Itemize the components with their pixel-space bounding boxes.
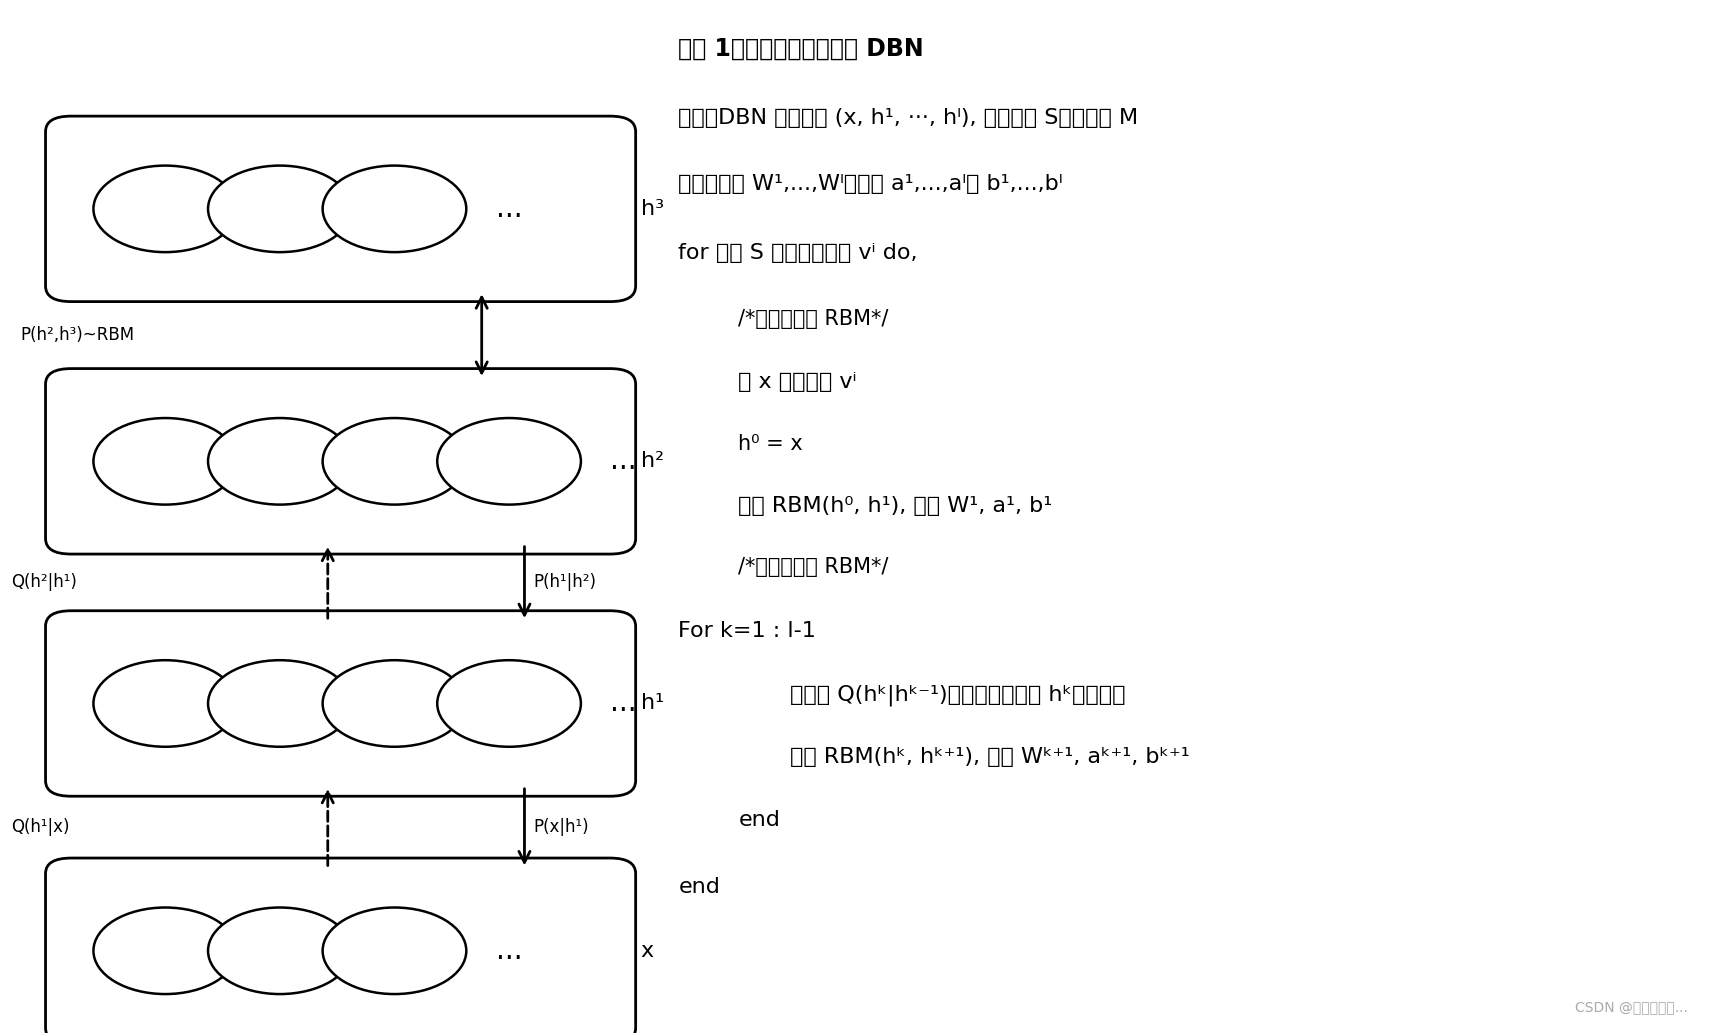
Text: For k=1 : l-1: For k=1 : l-1 xyxy=(678,622,817,641)
FancyBboxPatch shape xyxy=(46,369,635,554)
Text: h⁰ = x: h⁰ = x xyxy=(738,434,803,454)
Text: end: end xyxy=(678,876,721,897)
Text: ...: ... xyxy=(611,448,637,476)
Text: P(h¹|h²): P(h¹|h²) xyxy=(534,573,595,592)
Circle shape xyxy=(323,908,467,995)
Text: P(x|h¹): P(x|h¹) xyxy=(534,818,589,836)
Text: h²: h² xyxy=(640,452,664,471)
Circle shape xyxy=(438,419,582,505)
Text: 输出：权重 W¹,...,Wˡ，偏置 a¹,...,aˡ和 b¹,...,bˡ: 输出：权重 W¹,...,Wˡ，偏置 a¹,...,aˡ和 b¹,...,bˡ xyxy=(678,174,1062,194)
Text: end: end xyxy=(738,810,781,830)
Text: 调用 RBM(hᵏ, hᵏ⁺¹), 得到 Wᵏ⁺¹, aᵏ⁺¹, bᵏ⁺¹: 调用 RBM(hᵏ, hᵏ⁺¹), 得到 Wᵏ⁺¹, aᵏ⁺¹, bᵏ⁺¹ xyxy=(789,747,1189,767)
Circle shape xyxy=(208,419,352,505)
FancyBboxPatch shape xyxy=(46,116,635,301)
Text: h¹: h¹ xyxy=(640,693,664,714)
Circle shape xyxy=(93,166,237,252)
Text: 将 x 初始化为 vⁱ: 将 x 初始化为 vⁱ xyxy=(738,372,856,392)
FancyBboxPatch shape xyxy=(46,611,635,797)
Text: 输入：DBN 网络结构 (x, h¹, ···, hˡ), 训练样本 S，大小为 M: 输入：DBN 网络结构 (x, h¹, ···, hˡ), 训练样本 S，大小为… xyxy=(678,108,1138,128)
Text: 算法 1：完全非监督预训练 DBN: 算法 1：完全非监督预训练 DBN xyxy=(678,37,923,61)
Text: Q(h¹|x): Q(h¹|x) xyxy=(12,818,70,836)
Circle shape xyxy=(93,419,237,505)
Text: CSDN @努力学习中...: CSDN @努力学习中... xyxy=(1575,1001,1687,1014)
Circle shape xyxy=(93,908,237,995)
Circle shape xyxy=(323,166,467,252)
Text: /*训练第一个 RBM*/: /*训练第一个 RBM*/ xyxy=(738,309,889,329)
Circle shape xyxy=(208,660,352,747)
Text: ...: ... xyxy=(496,937,522,965)
Text: h³: h³ xyxy=(640,199,664,219)
Text: for 所有 S 中的训练样本 vⁱ do,: for 所有 S 中的训练样本 vⁱ do, xyxy=(678,243,918,263)
Circle shape xyxy=(208,908,352,995)
Text: 调用 RBM(h⁰, h¹), 得到 W¹, a¹, b¹: 调用 RBM(h⁰, h¹), 得到 W¹, a¹, b¹ xyxy=(738,495,1052,516)
Circle shape xyxy=(323,660,467,747)
Text: ...: ... xyxy=(611,690,637,718)
FancyBboxPatch shape xyxy=(46,858,635,1036)
Text: 将符合 Q(hᵏ|hᵏ⁻¹)分布的样本作为 hᵏ的初始值: 将符合 Q(hᵏ|hᵏ⁻¹)分布的样本作为 hᵏ的初始值 xyxy=(789,685,1126,706)
Circle shape xyxy=(438,660,582,747)
Text: /*逐层堆叠的 RBM*/: /*逐层堆叠的 RBM*/ xyxy=(738,557,889,577)
Text: x: x xyxy=(640,941,654,960)
Text: ...: ... xyxy=(496,195,522,223)
Text: Q(h²|h¹): Q(h²|h¹) xyxy=(12,573,77,592)
Circle shape xyxy=(93,660,237,747)
Circle shape xyxy=(208,166,352,252)
Text: P(h²,h³)~RBM: P(h²,h³)~RBM xyxy=(21,326,134,344)
Circle shape xyxy=(323,419,467,505)
